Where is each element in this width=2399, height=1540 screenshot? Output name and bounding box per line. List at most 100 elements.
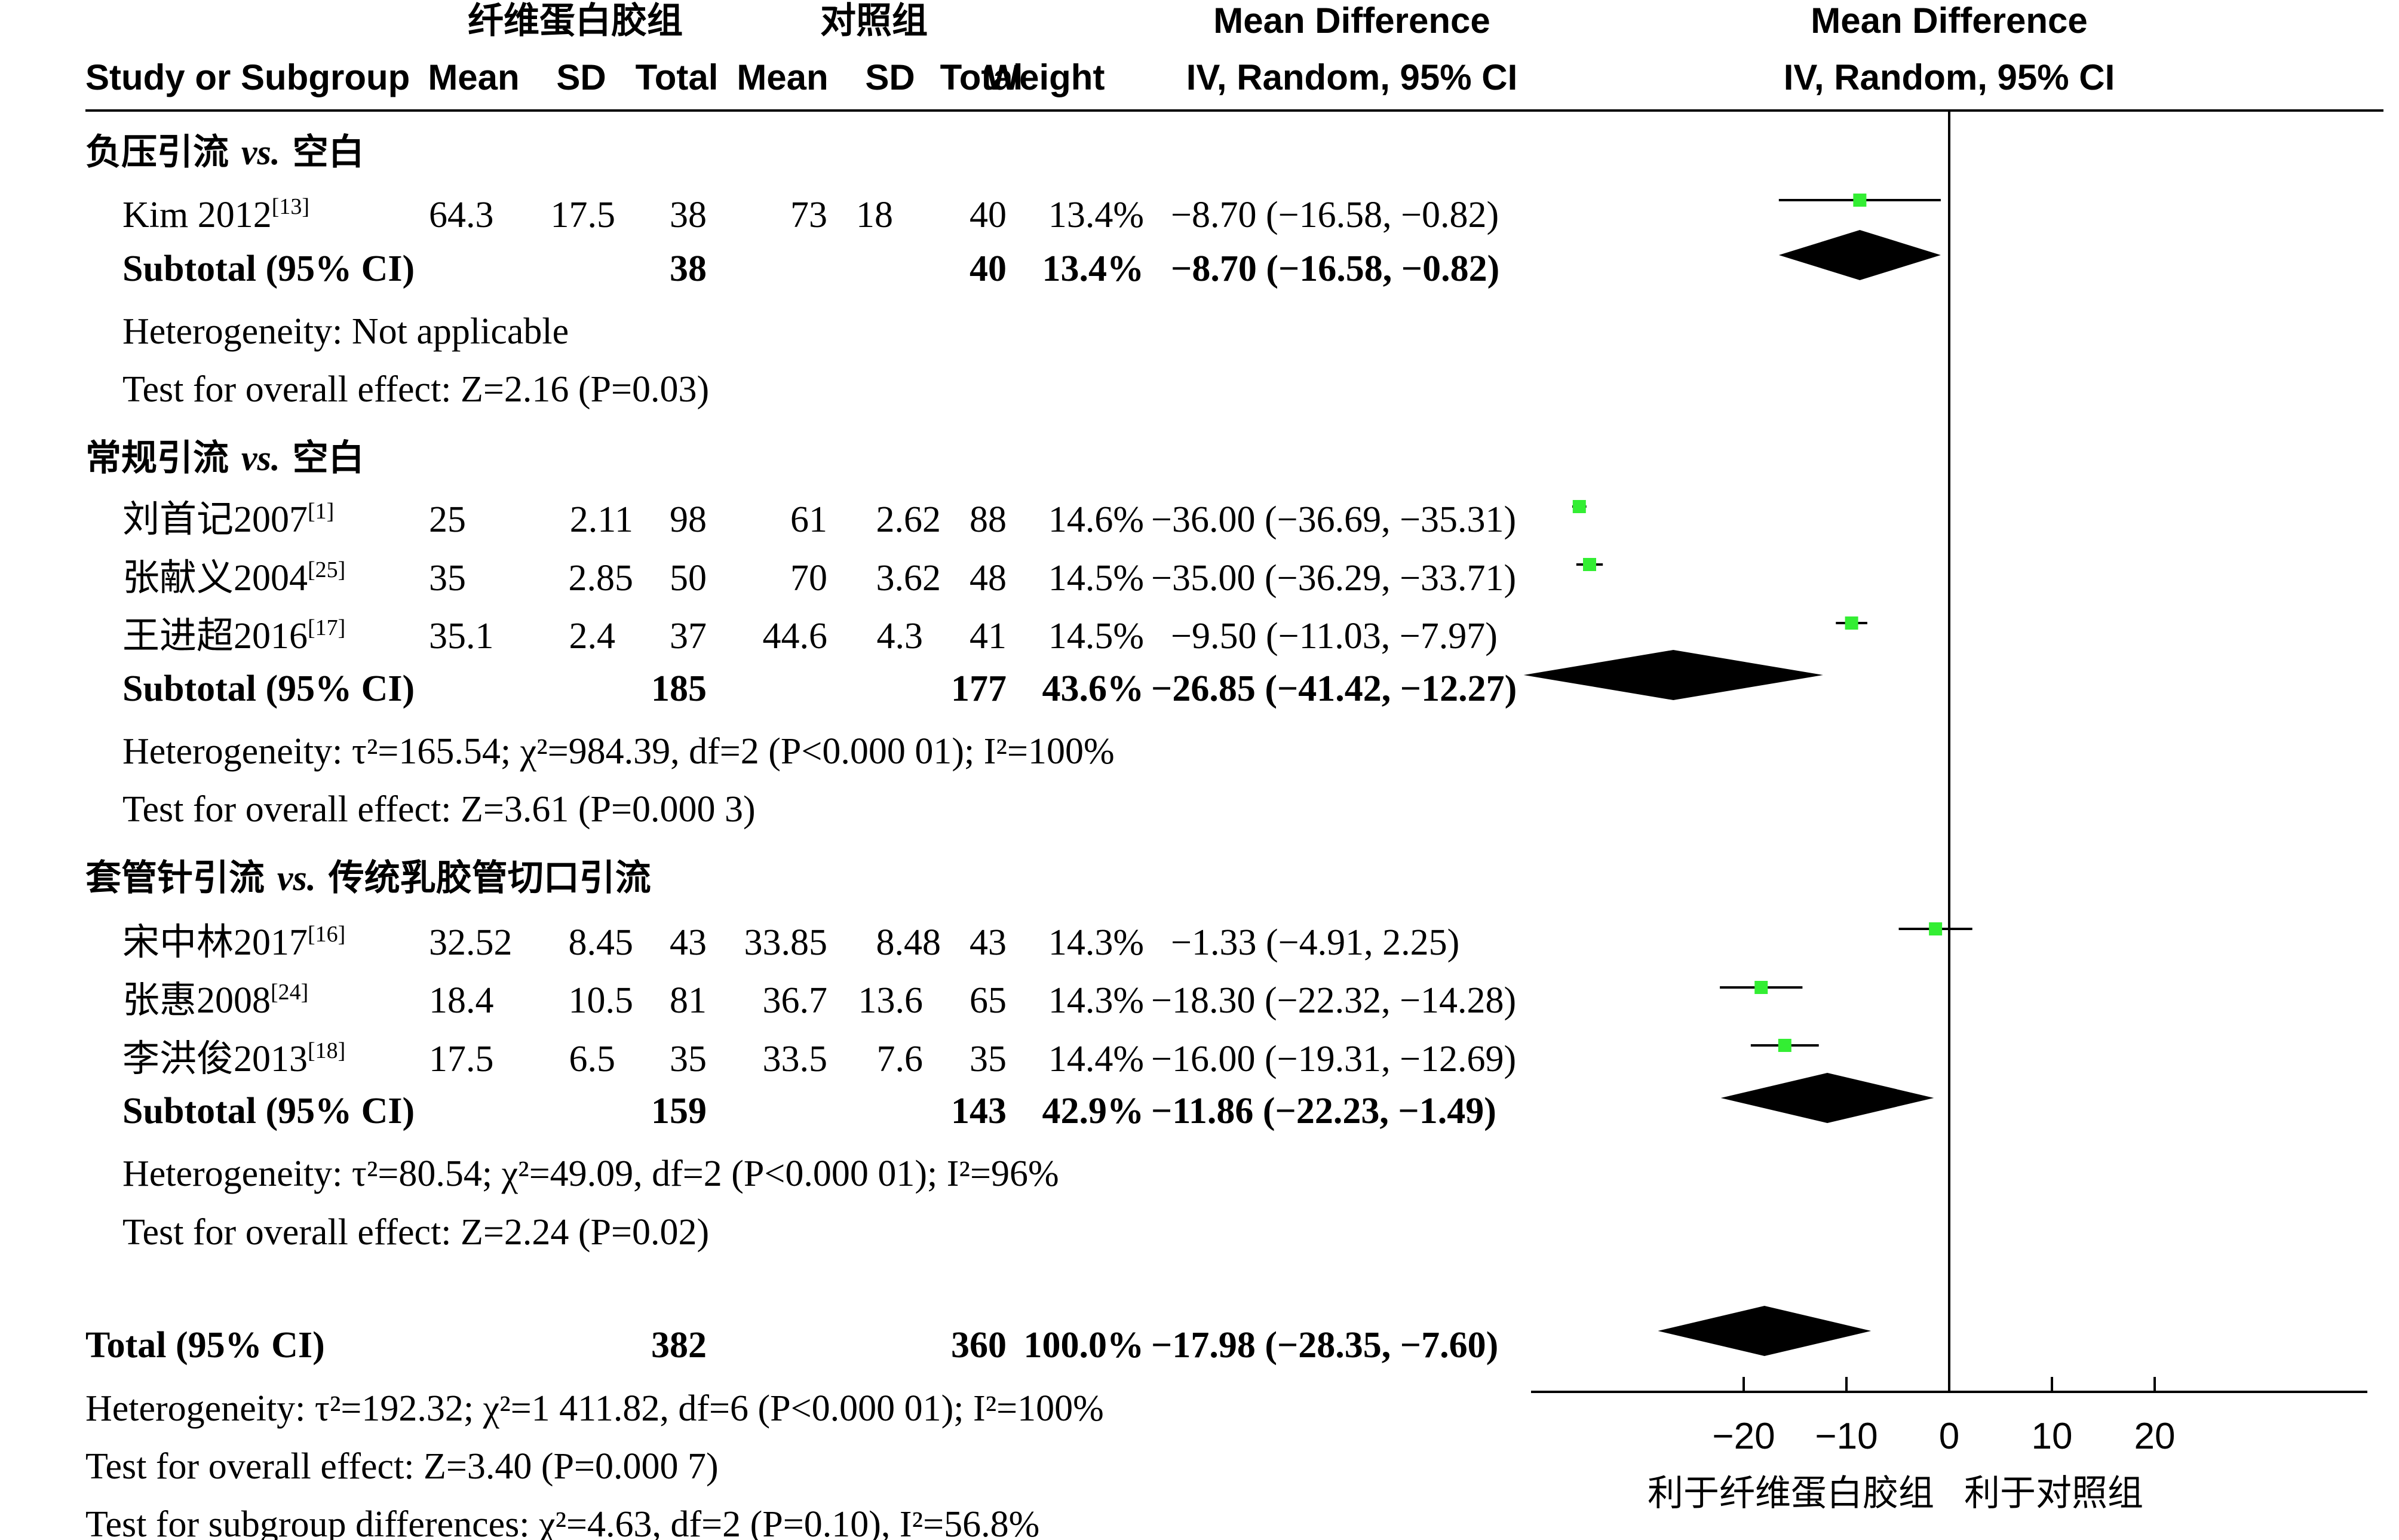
- study-row-wang: 王进超2016[17] 35.1 2.4 37 44.6 4.3 41 14.5…: [122, 615, 1498, 657]
- svg-text:64.3: 64.3: [429, 195, 494, 235]
- svg-text:70: 70: [790, 558, 827, 599]
- study-point-square: [1583, 558, 1596, 571]
- study-point-square: [1572, 500, 1586, 513]
- favours-left-label: 利于纤维蛋白胶组: [1648, 1472, 1934, 1514]
- svg-text:−11.86 (−22.23, −1.49): −11.86 (−22.23, −1.49): [1151, 1091, 1496, 1131]
- svg-text:4.3: 4.3: [877, 616, 924, 657]
- svg-text:35: 35: [429, 558, 466, 599]
- svg-text:Total (95% CI): Total (95% CI): [85, 1325, 325, 1366]
- svg-text:38: 38: [670, 249, 707, 289]
- study-point-square: [1778, 1039, 1791, 1052]
- svg-text:Subtotal (95% CI): Subtotal (95% CI): [122, 249, 415, 289]
- svg-text:宋中林2017[16]: 宋中林2017[16]: [122, 922, 345, 963]
- svg-text:Kim 2012[13]: Kim 2012[13]: [122, 194, 309, 235]
- svg-text:185: 185: [651, 668, 707, 709]
- study-point-square: [1853, 194, 1867, 207]
- svg-text:2.85: 2.85: [569, 558, 634, 599]
- svg-text:40: 40: [970, 195, 1007, 235]
- subtotal-row-1: Subtotal (95% CI) 38 40 13.4% −8.70 (−16…: [122, 249, 1499, 289]
- svg-text:8.45: 8.45: [569, 922, 634, 963]
- x-tick-label: −20: [1712, 1416, 1775, 1457]
- svg-text:17.5: 17.5: [429, 1039, 494, 1079]
- svg-text:61: 61: [790, 499, 827, 540]
- svg-text:81: 81: [670, 980, 707, 1021]
- svg-text:36.7: 36.7: [763, 980, 828, 1021]
- svg-text:17.5: 17.5: [551, 195, 616, 235]
- svg-text:Subtotal (95% CI): Subtotal (95% CI): [122, 1091, 415, 1131]
- svg-text:33.85: 33.85: [744, 922, 828, 963]
- svg-text:−1.33 (−4.91, 2.25): −1.33 (−4.91, 2.25): [1171, 922, 1459, 963]
- header-md-method: IV, Random, 95% CI: [1186, 57, 1518, 97]
- study-row-zhang-xy: 张献义2004[25] 35 2.85 50 70 3.62 48 14.5% …: [122, 557, 1516, 599]
- svg-text:6.5: 6.5: [569, 1039, 616, 1079]
- header-total2: Total: [940, 57, 1023, 97]
- svg-text:35.1: 35.1: [429, 616, 494, 657]
- header-sd2: SD: [865, 57, 915, 97]
- header-plot-method: IV, Random, 95% CI: [1784, 57, 2115, 97]
- svg-text:14.3%: 14.3%: [1048, 980, 1144, 1021]
- svg-text:50: 50: [670, 558, 707, 599]
- subgroup-differences: Test for subgroup differences: χ²=4.63, …: [85, 1504, 1039, 1540]
- svg-text:张献义2004[25]: 张献义2004[25]: [122, 557, 345, 599]
- subtotal-diamond: [1720, 1073, 1934, 1123]
- svg-text:14.5%: 14.5%: [1048, 616, 1144, 657]
- subtotal-row-2: Subtotal (95% CI) 185 177 43.6% −26.85 (…: [122, 668, 1517, 709]
- total-heterogeneity: Heterogeneity: τ²=192.32; χ²=1 411.82, d…: [85, 1388, 1104, 1429]
- svg-text:43.6%: 43.6%: [1042, 668, 1145, 709]
- header-plot-title: Mean Difference: [1811, 1, 2087, 41]
- svg-text:35: 35: [970, 1039, 1007, 1079]
- svg-text:44.6: 44.6: [763, 616, 828, 657]
- svg-text:8.48: 8.48: [876, 922, 941, 963]
- total-row: Total (95% CI) 382 360 100.0% −17.98 (−2…: [85, 1325, 1498, 1366]
- subgroup1-title: 负压引流 vs. 空白: [85, 131, 364, 173]
- svg-text:100.0%: 100.0%: [1024, 1325, 1145, 1366]
- svg-text:35: 35: [670, 1039, 707, 1079]
- header-group1: 纤维蛋白胶组: [468, 0, 683, 42]
- subgroup2-overall-effect: Test for overall effect: Z=3.61 (P=0.000…: [122, 789, 756, 830]
- favours-right-label: 利于对照组: [1964, 1472, 2143, 1514]
- svg-text:14.3%: 14.3%: [1048, 922, 1144, 963]
- study-point-square: [1845, 616, 1858, 630]
- svg-text:14.6%: 14.6%: [1048, 499, 1144, 540]
- x-tick-label: 20: [2134, 1416, 2176, 1457]
- svg-text:王进超2016[17]: 王进超2016[17]: [122, 615, 345, 657]
- subgroup2-title: 常规引流 vs. 空白: [85, 437, 364, 479]
- svg-text:42.9%: 42.9%: [1042, 1091, 1145, 1131]
- svg-text:98: 98: [670, 499, 707, 540]
- svg-text:张惠2008[24]: 张惠2008[24]: [122, 980, 308, 1021]
- svg-text:3.62: 3.62: [876, 558, 941, 599]
- svg-text:−18.30 (−22.32, −14.28): −18.30 (−22.32, −14.28): [1151, 980, 1516, 1021]
- subtotal-row-3: Subtotal (95% CI) 159 143 42.9% −11.86 (…: [122, 1091, 1496, 1131]
- svg-text:14.4%: 14.4%: [1048, 1039, 1144, 1079]
- x-tick-label: 0: [1939, 1416, 1959, 1457]
- header-total1: Total: [636, 57, 719, 97]
- svg-text:382: 382: [651, 1325, 707, 1366]
- svg-text:159: 159: [651, 1091, 707, 1131]
- svg-text:14.5%: 14.5%: [1048, 558, 1144, 599]
- svg-text:−16.00 (−19.31, −12.69): −16.00 (−19.31, −12.69): [1151, 1039, 1516, 1079]
- subgroup3-overall-effect: Test for overall effect: Z=2.24 (P=0.02): [122, 1212, 709, 1253]
- svg-text:37: 37: [670, 616, 707, 657]
- svg-text:25: 25: [429, 499, 466, 540]
- svg-text:−8.70 (−16.58, −0.82): −8.70 (−16.58, −0.82): [1171, 249, 1499, 289]
- svg-text:48: 48: [970, 558, 1007, 599]
- x-tick-label: 10: [2032, 1416, 2073, 1457]
- svg-text:177: 177: [951, 668, 1007, 709]
- svg-text:2.4: 2.4: [569, 616, 616, 657]
- subtotal-diamond: [1523, 650, 1823, 700]
- x-tick-label: −10: [1815, 1416, 1878, 1457]
- svg-text:−26.85 (−41.42, −12.27): −26.85 (−41.42, −12.27): [1151, 668, 1517, 709]
- svg-text:40: 40: [970, 249, 1007, 289]
- study-point-square: [1929, 922, 1943, 935]
- svg-text:2.11: 2.11: [570, 499, 633, 540]
- subgroup1-heterogeneity: Heterogeneity: Not applicable: [122, 311, 569, 352]
- svg-text:43: 43: [970, 922, 1007, 963]
- subgroup1-overall-effect: Test for overall effect: Z=2.16 (P=0.03): [122, 369, 709, 410]
- total-overall-effect: Test for overall effect: Z=3.40 (P=0.000…: [85, 1446, 719, 1487]
- svg-text:2.62: 2.62: [876, 499, 941, 540]
- svg-text:−36.00 (−36.69, −35.31): −36.00 (−36.69, −35.31): [1151, 499, 1516, 540]
- svg-text:Subtotal (95% CI): Subtotal (95% CI): [122, 668, 415, 709]
- svg-text:13.6: 13.6: [858, 980, 924, 1021]
- svg-text:7.6: 7.6: [877, 1039, 924, 1079]
